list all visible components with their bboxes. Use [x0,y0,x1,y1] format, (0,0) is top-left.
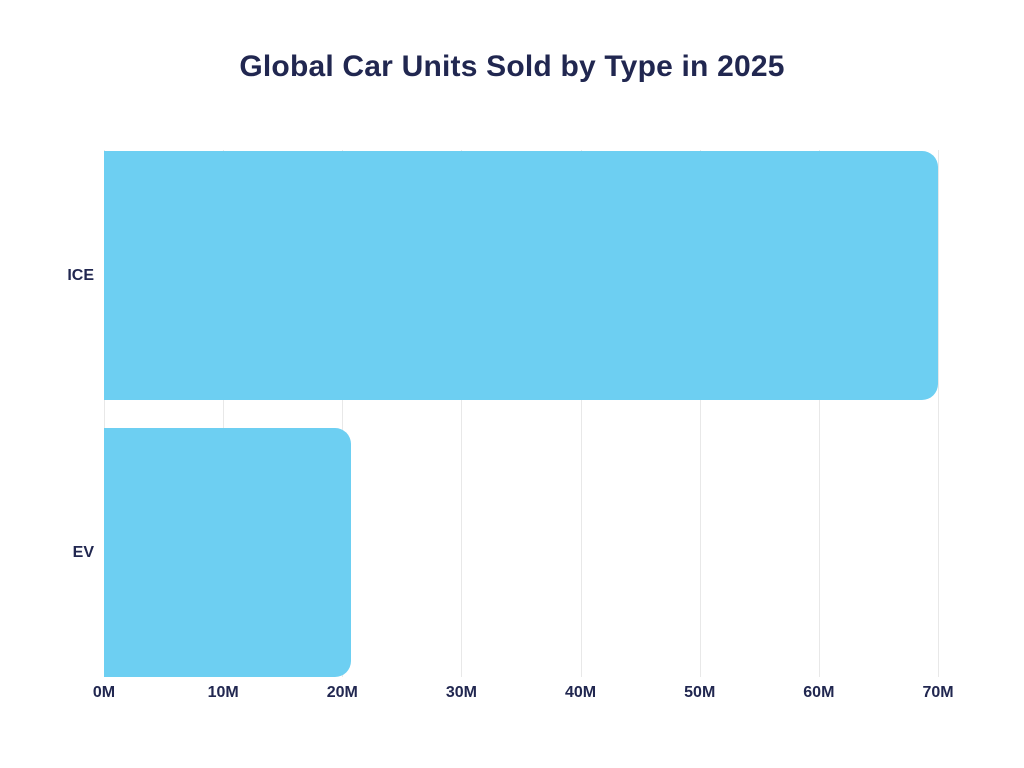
gridline-20m [342,150,344,677]
gridline-40m [580,150,582,677]
gridline-0m [104,150,105,677]
x-tick-label-70m: 70M [922,684,954,701]
bar-row-ice: ICE [67,151,938,400]
gridline-70m [938,150,939,677]
category-label-ice: ICE [67,266,94,284]
x-tick-label-40m: 40M [565,684,597,701]
bar-ev [104,428,351,677]
x-tick-label-20m: 20M [326,684,358,701]
x-tick-label-0m: 0M [92,684,116,701]
bar-ice [104,151,938,400]
x-tick-label-10m: 10M [207,684,239,701]
plot-area: ICE EV 0M 10M 20M 30M 40M 50M 60M 70M [67,150,954,701]
category-label-ev: EV [72,543,94,561]
gridline-50m [699,150,701,677]
gridline-30m [461,150,463,677]
x-tick-label-30m: 30M [445,684,477,701]
gridline-60m [818,150,820,677]
bar-row-ev: EV [73,428,938,677]
x-tick-label-60m: 60M [803,684,835,701]
gridline-10m [223,150,225,677]
chart-title: Global Car Units Sold by Type in 2025 [239,50,785,83]
x-tick-label-50m: 50M [684,684,716,701]
